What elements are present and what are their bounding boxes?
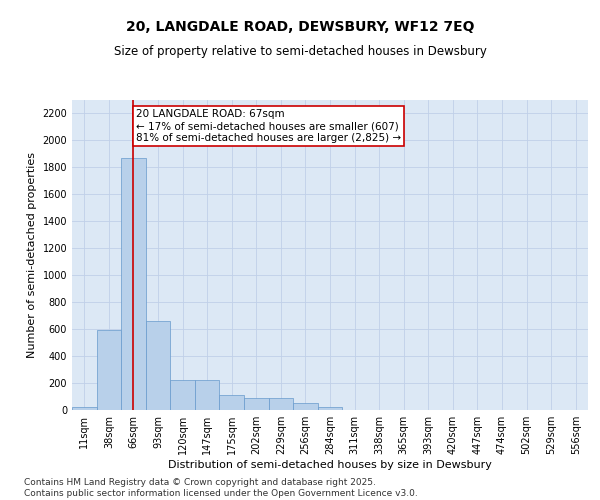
Bar xyxy=(97,330,121,410)
Bar xyxy=(318,408,342,410)
X-axis label: Distribution of semi-detached houses by size in Dewsbury: Distribution of semi-detached houses by … xyxy=(168,460,492,470)
Text: Size of property relative to semi-detached houses in Dewsbury: Size of property relative to semi-detach… xyxy=(113,45,487,58)
Text: 20, LANGDALE ROAD, DEWSBURY, WF12 7EQ: 20, LANGDALE ROAD, DEWSBURY, WF12 7EQ xyxy=(126,20,474,34)
Text: Contains HM Land Registry data © Crown copyright and database right 2025.
Contai: Contains HM Land Registry data © Crown c… xyxy=(24,478,418,498)
Text: 20 LANGDALE ROAD: 67sqm
← 17% of semi-detached houses are smaller (607)
81% of s: 20 LANGDALE ROAD: 67sqm ← 17% of semi-de… xyxy=(136,110,401,142)
Y-axis label: Number of semi-detached properties: Number of semi-detached properties xyxy=(27,152,37,358)
Bar xyxy=(269,398,293,410)
Bar xyxy=(170,380,195,410)
Bar xyxy=(121,158,146,410)
Bar xyxy=(195,380,220,410)
Bar xyxy=(72,408,97,410)
Bar xyxy=(220,395,244,410)
Bar xyxy=(244,398,269,410)
Bar xyxy=(293,402,318,410)
Bar xyxy=(146,321,170,410)
